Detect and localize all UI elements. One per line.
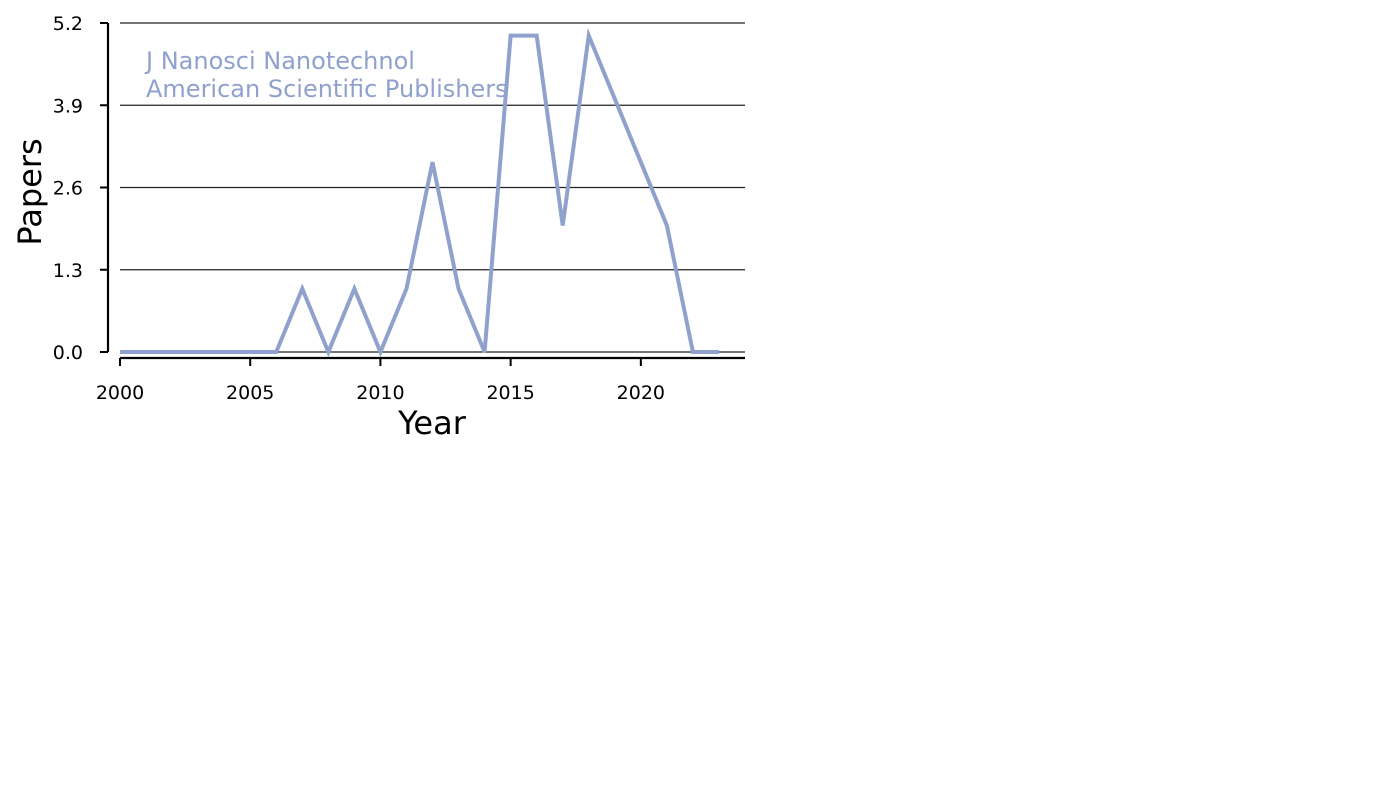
x-tick-label-2: 2010: [356, 382, 404, 404]
y-tick-label-1: 1.3: [53, 260, 83, 282]
y-axis-label: Papers: [11, 138, 49, 245]
y-tick-label-0: 0.0: [53, 342, 83, 364]
x-tick-label-4: 2020: [617, 382, 665, 404]
x-tick-label-3: 2015: [486, 382, 534, 404]
x-tick-label-0: 2000: [96, 382, 144, 404]
y-tick-label-2: 2.6: [53, 178, 83, 200]
y-tick-label-3: 3.9: [53, 95, 83, 117]
x-ticks: 2000 2005 2010 2015 2020: [96, 358, 665, 404]
annotation-journal: J Nanosci Nanotechnol: [144, 47, 415, 75]
annotation: J Nanosci Nanotechnol American Scientifi…: [144, 47, 508, 103]
y-tick-label-4: 5.2: [53, 13, 83, 35]
y-ticks: 0.0 1.3 2.6 3.9 5.2: [53, 13, 108, 364]
x-tick-label-1: 2005: [226, 382, 274, 404]
annotation-publisher: American Scientific Publishers: [146, 75, 508, 103]
x-axis-label: Year: [397, 404, 467, 442]
